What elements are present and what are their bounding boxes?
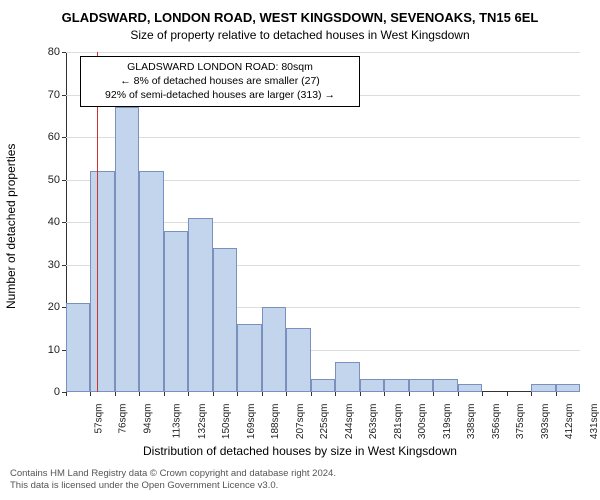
histogram-bar: [556, 384, 580, 393]
x-tick-label: 169sqm: [246, 404, 257, 440]
histogram-bar: [237, 324, 261, 392]
y-tick-label: 0: [30, 386, 60, 398]
histogram-bar: [164, 231, 188, 393]
y-tick: [62, 180, 66, 181]
annotation-line-1: GLADSWARD LONDON ROAD: 80sqm: [86, 60, 354, 74]
x-tick-label: 412sqm: [564, 404, 575, 440]
x-tick: [360, 392, 361, 396]
x-tick-label: 338sqm: [466, 404, 477, 440]
x-tick: [409, 392, 410, 396]
y-tick-label: 60: [30, 131, 60, 143]
annotation-line-3: 92% of semi-detached houses are larger (…: [86, 88, 354, 102]
gridline: [66, 52, 580, 53]
x-tick-label: 281sqm: [393, 404, 404, 440]
y-tick-label: 50: [30, 174, 60, 186]
histogram-bar: [188, 218, 212, 392]
x-tick: [335, 392, 336, 396]
x-tick-label: 244sqm: [344, 404, 355, 440]
y-tick-label: 20: [30, 301, 60, 313]
histogram-bar: [139, 171, 163, 392]
x-tick: [237, 392, 238, 396]
x-tick-label: 57sqm: [94, 404, 105, 434]
x-tick-label: 225sqm: [319, 404, 330, 440]
histogram-bar: [286, 328, 310, 392]
chart-title: GLADSWARD, LONDON ROAD, WEST KINGSDOWN, …: [0, 0, 600, 25]
x-tick: [458, 392, 459, 396]
histogram-bar: [433, 379, 457, 392]
histogram-bar: [90, 171, 114, 392]
x-tick-label: 300sqm: [417, 404, 428, 440]
x-tick-label: 207sqm: [295, 404, 306, 440]
x-tick: [139, 392, 140, 396]
x-tick: [90, 392, 91, 396]
histogram-bar: [262, 307, 286, 392]
y-tick-label: 10: [30, 344, 60, 356]
x-tick: [66, 392, 67, 396]
x-tick-label: 319sqm: [442, 404, 453, 440]
x-tick: [115, 392, 116, 396]
x-tick-label: 113sqm: [172, 404, 183, 439]
footer-line-2: This data is licensed under the Open Gov…: [10, 480, 336, 492]
x-tick-label: 375sqm: [515, 404, 526, 440]
x-tick: [286, 392, 287, 396]
x-tick-label: 263sqm: [368, 404, 379, 440]
x-tick-label: 76sqm: [118, 404, 129, 434]
x-tick: [188, 392, 189, 396]
histogram-bar: [360, 379, 384, 392]
y-tick-label: 80: [30, 46, 60, 58]
x-tick-label: 356sqm: [491, 404, 502, 440]
y-tick: [62, 222, 66, 223]
histogram-bar: [115, 107, 139, 392]
x-tick: [311, 392, 312, 396]
x-tick-label: 132sqm: [197, 404, 208, 440]
histogram-bar: [66, 303, 90, 392]
y-tick-label: 40: [30, 216, 60, 228]
y-tick-label: 30: [30, 259, 60, 271]
x-tick-label: 188sqm: [270, 404, 281, 440]
histogram-bar: [335, 362, 359, 392]
histogram-bar: [311, 379, 335, 392]
histogram-bar: [409, 379, 433, 392]
y-tick: [62, 350, 66, 351]
y-tick: [62, 307, 66, 308]
y-tick: [62, 95, 66, 96]
x-tick: [384, 392, 385, 396]
x-tick: [213, 392, 214, 396]
x-tick: [556, 392, 557, 396]
footer-attribution: Contains HM Land Registry data © Crown c…: [10, 468, 336, 492]
histogram-bar: [384, 379, 408, 392]
x-tick-label: 94sqm: [142, 404, 153, 434]
x-tick: [507, 392, 508, 396]
annotation-box: GLADSWARD LONDON ROAD: 80sqm ← 8% of det…: [80, 56, 360, 107]
x-tick-label: 150sqm: [221, 404, 232, 440]
y-tick-label: 70: [30, 89, 60, 101]
y-axis-title: Number of detached properties: [4, 144, 18, 309]
gridline: [66, 137, 580, 138]
chart-plot-area: GLADSWARD LONDON ROAD: 80sqm ← 8% of det…: [66, 52, 580, 392]
annotation-line-2: ← 8% of detached houses are smaller (27): [86, 74, 354, 88]
x-tick: [482, 392, 483, 396]
x-tick-label: 393sqm: [540, 404, 551, 440]
x-tick: [262, 392, 263, 396]
x-tick: [531, 392, 532, 396]
histogram-bar: [531, 384, 555, 393]
y-tick: [62, 137, 66, 138]
histogram-bar: [213, 248, 237, 393]
y-tick: [62, 52, 66, 53]
x-tick: [433, 392, 434, 396]
x-axis-title: Distribution of detached houses by size …: [0, 444, 600, 458]
histogram-bar: [458, 384, 482, 393]
x-tick: [164, 392, 165, 396]
footer-line-1: Contains HM Land Registry data © Crown c…: [10, 468, 336, 480]
chart-container: GLADSWARD, LONDON ROAD, WEST KINGSDOWN, …: [0, 0, 600, 500]
y-tick: [62, 265, 66, 266]
chart-subtitle: Size of property relative to detached ho…: [0, 25, 600, 42]
x-tick-label: 431sqm: [589, 404, 600, 440]
